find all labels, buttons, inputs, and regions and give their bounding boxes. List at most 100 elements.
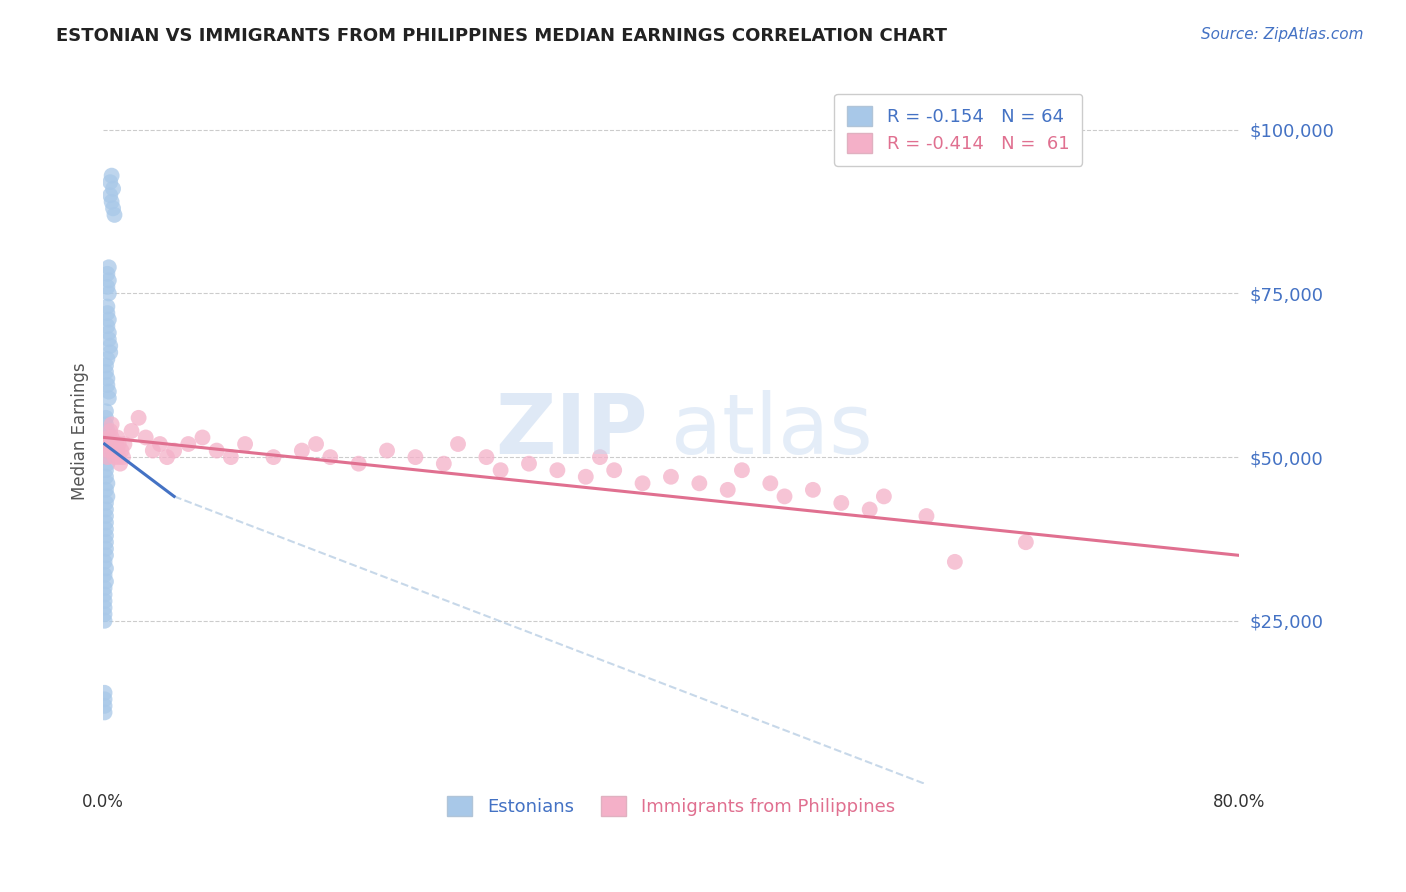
Point	[546, 463, 568, 477]
Point	[96, 378, 118, 392]
Point	[96, 267, 118, 281]
Text: Source: ZipAtlas.com: Source: ZipAtlas.com	[1201, 27, 1364, 42]
Point	[94, 443, 117, 458]
Point	[94, 516, 117, 530]
Point	[404, 450, 426, 464]
Point	[97, 384, 120, 399]
Point	[96, 457, 118, 471]
Point	[96, 306, 118, 320]
Point	[108, 457, 131, 471]
Point	[943, 555, 966, 569]
Point	[96, 430, 118, 444]
Point	[93, 588, 115, 602]
Point	[103, 208, 125, 222]
Point	[575, 469, 598, 483]
Point	[94, 561, 117, 575]
Y-axis label: Median Earnings: Median Earnings	[72, 362, 89, 500]
Point	[263, 450, 285, 464]
Text: ESTONIAN VS IMMIGRANTS FROM PHILIPPINES MEDIAN EARNINGS CORRELATION CHART: ESTONIAN VS IMMIGRANTS FROM PHILIPPINES …	[56, 27, 948, 45]
Point	[128, 410, 150, 425]
Point	[111, 450, 134, 464]
Point	[98, 188, 121, 202]
Point	[191, 430, 214, 444]
Point	[93, 692, 115, 706]
Point	[433, 457, 456, 471]
Point	[112, 437, 135, 451]
Point	[94, 410, 117, 425]
Point	[219, 450, 242, 464]
Point	[97, 391, 120, 405]
Point	[96, 280, 118, 294]
Point	[773, 489, 796, 503]
Point	[97, 326, 120, 340]
Text: ZIP: ZIP	[496, 391, 648, 472]
Point	[142, 443, 165, 458]
Point	[96, 424, 118, 438]
Point	[489, 463, 512, 477]
Point	[97, 260, 120, 275]
Point	[101, 202, 124, 216]
Point	[94, 463, 117, 477]
Point	[319, 450, 342, 464]
Point	[103, 450, 125, 464]
Point	[717, 483, 740, 497]
Point	[375, 443, 398, 458]
Point	[107, 437, 129, 451]
Point	[94, 535, 117, 549]
Point	[100, 169, 122, 183]
Point	[1015, 535, 1038, 549]
Point	[915, 509, 938, 524]
Point	[98, 424, 121, 438]
Point	[447, 437, 470, 451]
Point	[93, 614, 115, 628]
Point	[156, 450, 179, 464]
Point	[93, 600, 115, 615]
Point	[94, 359, 117, 373]
Point	[205, 443, 228, 458]
Point	[873, 489, 896, 503]
Point	[98, 437, 121, 451]
Point	[94, 529, 117, 543]
Point	[97, 443, 120, 458]
Point	[291, 443, 314, 458]
Point	[110, 443, 132, 458]
Point	[731, 463, 754, 477]
Point	[347, 457, 370, 471]
Point	[659, 469, 682, 483]
Point	[830, 496, 852, 510]
Point	[96, 476, 118, 491]
Point	[96, 450, 118, 464]
Point	[759, 476, 782, 491]
Point	[631, 476, 654, 491]
Point	[94, 417, 117, 432]
Point	[101, 443, 124, 458]
Point	[475, 450, 498, 464]
Point	[94, 522, 117, 536]
Point	[163, 443, 186, 458]
Point	[97, 430, 120, 444]
Point	[93, 607, 115, 622]
Point	[93, 568, 115, 582]
Point	[96, 371, 118, 385]
Point	[96, 319, 118, 334]
Point	[97, 273, 120, 287]
Point	[104, 437, 127, 451]
Point	[98, 175, 121, 189]
Point	[100, 417, 122, 432]
Legend: Estonians, Immigrants from Philippines: Estonians, Immigrants from Philippines	[439, 787, 904, 825]
Point	[96, 351, 118, 366]
Point	[101, 182, 124, 196]
Point	[94, 549, 117, 563]
Point	[233, 437, 256, 451]
Point	[94, 502, 117, 516]
Point	[93, 698, 115, 713]
Point	[94, 483, 117, 497]
Point	[96, 489, 118, 503]
Point	[107, 450, 129, 464]
Point	[93, 594, 115, 608]
Point	[100, 194, 122, 209]
Point	[105, 430, 128, 444]
Point	[97, 286, 120, 301]
Point	[100, 430, 122, 444]
Point	[688, 476, 710, 491]
